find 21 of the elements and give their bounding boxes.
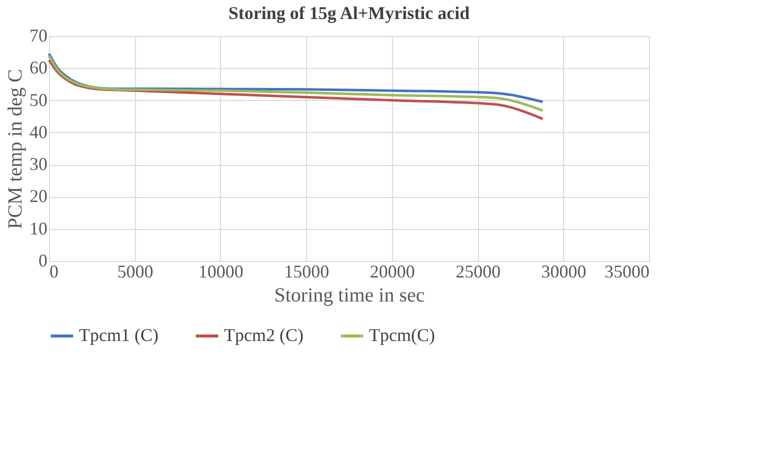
x-tick-label: 25000 bbox=[456, 262, 501, 282]
y-tick-label: 20 bbox=[30, 186, 48, 206]
legend-label: Tpcm(C) bbox=[369, 325, 435, 345]
x-tick-label: 5000 bbox=[117, 262, 154, 282]
y-tick-label: 70 bbox=[30, 26, 48, 46]
y-axis-title: PCM temp in deg C bbox=[4, 68, 26, 230]
y-tick-label: 50 bbox=[30, 90, 48, 110]
legend-label: Tpcm1 (C) bbox=[79, 325, 158, 345]
y-tick-label: 10 bbox=[30, 218, 48, 238]
x-tick-label: 35000 bbox=[604, 262, 650, 282]
x-tick-label: 10000 bbox=[198, 262, 244, 282]
x-tick-label: 20000 bbox=[370, 262, 415, 282]
x-tick-label: 30000 bbox=[541, 262, 586, 282]
chart-title: Storing of 15g Al+Myristic acid bbox=[228, 3, 470, 23]
x-tick-label: 15000 bbox=[284, 262, 330, 282]
y-tick-label: 30 bbox=[30, 154, 48, 174]
y-tick-label: 60 bbox=[30, 58, 48, 78]
x-axis-title: Storing time in sec bbox=[274, 284, 425, 306]
y-tick-label: 40 bbox=[30, 122, 48, 142]
legend-label: Tpcm2 (C) bbox=[224, 325, 304, 345]
line-series bbox=[48, 54, 544, 112]
